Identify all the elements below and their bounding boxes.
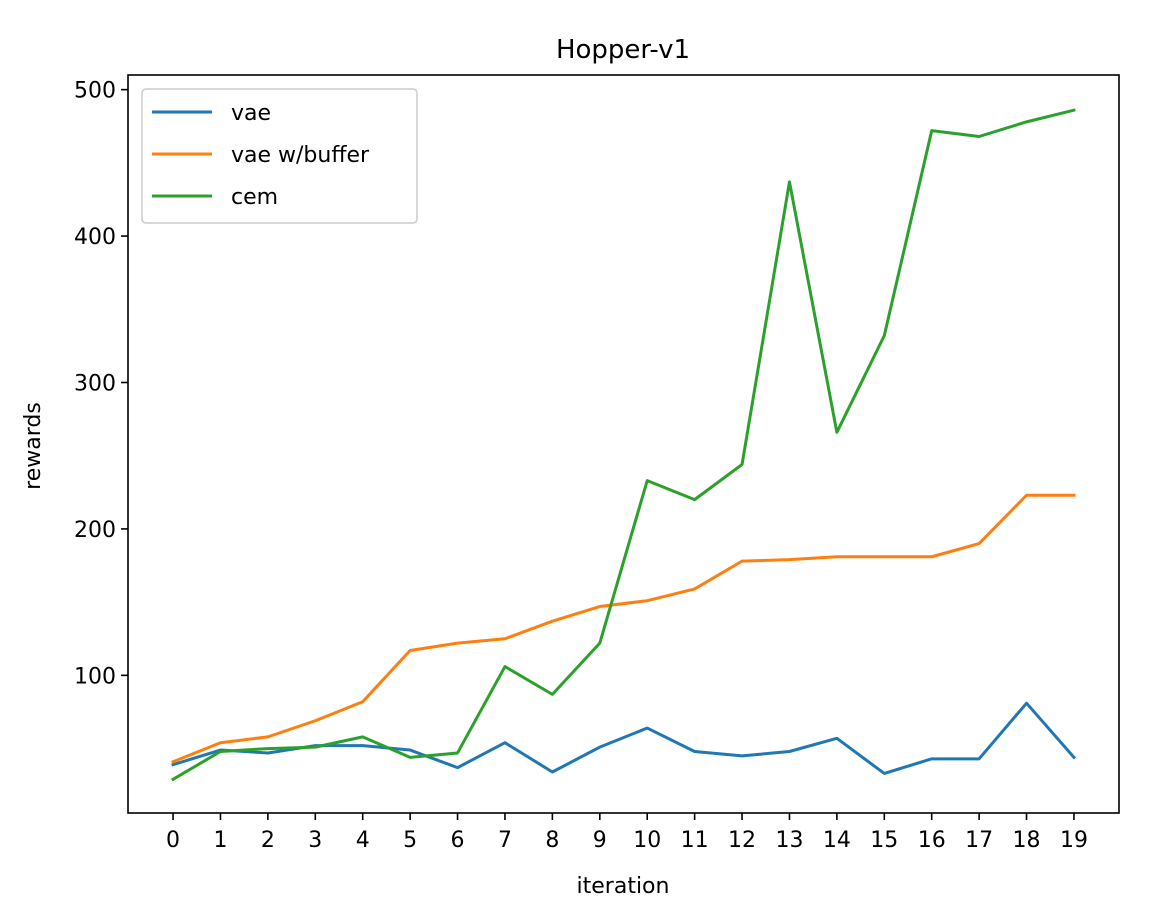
legend-label-cem: cem <box>231 185 278 210</box>
x-tick-label: 15 <box>870 828 898 853</box>
x-tick-label: 4 <box>356 828 370 853</box>
y-axis-label: rewards <box>21 402 46 490</box>
x-tick-label: 7 <box>498 828 512 853</box>
legend: vae vae w/buffer cem <box>141 88 418 224</box>
x-axis-ticks: 0 1 2 3 4 5 6 7 8 9 10 11 12 13 14 15 16 17 18 19 <box>166 813 1088 853</box>
y-tick-label: 500 <box>74 79 116 104</box>
y-axis-ticks: 100 200 300 400 500 <box>74 79 128 689</box>
x-tick-label: 3 <box>308 828 322 853</box>
x-tick-label: 10 <box>633 828 661 853</box>
x-tick-label: 13 <box>775 828 803 853</box>
x-tick-label: 18 <box>1013 828 1041 853</box>
x-tick-label: 0 <box>166 828 180 853</box>
x-tick-label: 5 <box>403 828 417 853</box>
y-tick-label: 100 <box>74 664 116 689</box>
axes-frame <box>127 74 1120 814</box>
chart-title: Hopper-v1 <box>556 35 690 65</box>
x-tick-label: 6 <box>451 828 465 853</box>
legend-label-vae-w-buffer: vae w/buffer <box>231 143 370 168</box>
x-axis-label: iteration <box>577 874 670 899</box>
x-tick-label: 14 <box>823 828 851 853</box>
x-tick-label: 9 <box>593 828 607 853</box>
x-tick-label: 19 <box>1060 828 1088 853</box>
x-tick-label: 12 <box>728 828 756 853</box>
y-tick-label: 200 <box>74 518 116 543</box>
x-tick-label: 8 <box>545 828 559 853</box>
y-tick-label: 400 <box>74 225 116 250</box>
series-layer <box>170 108 1077 782</box>
x-tick-label: 17 <box>965 828 993 853</box>
x-tick-label: 2 <box>261 828 275 853</box>
x-tick-label: 1 <box>213 828 227 853</box>
series-line-cem <box>170 108 1076 782</box>
x-tick-label: 11 <box>681 828 709 853</box>
legend-box <box>141 88 418 224</box>
series-line-vae-w-buffer <box>171 493 1076 764</box>
y-tick-label: 300 <box>74 372 116 397</box>
x-tick-label: 16 <box>918 828 946 853</box>
legend-label-vae: vae <box>231 101 271 126</box>
